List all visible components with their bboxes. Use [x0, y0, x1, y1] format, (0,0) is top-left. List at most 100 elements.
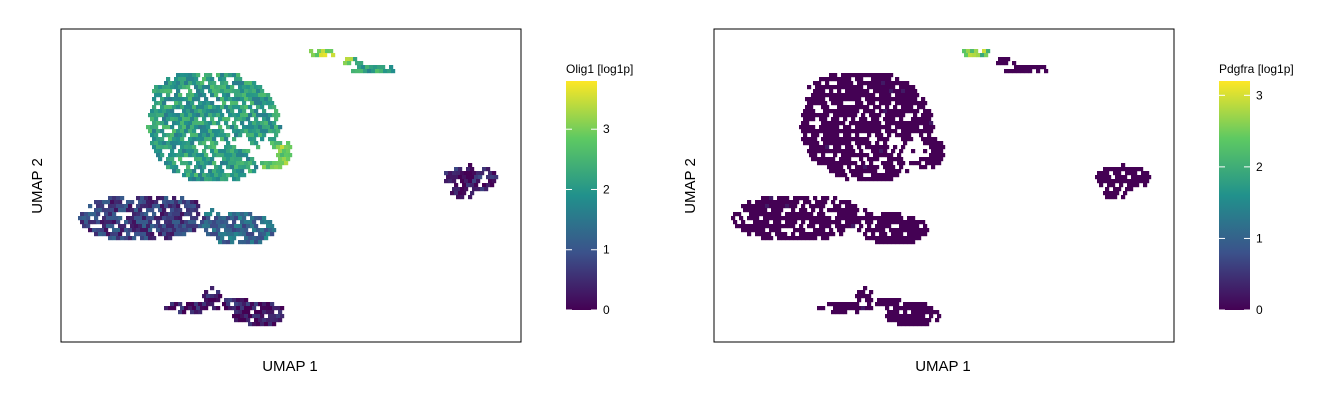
hex-point	[819, 224, 824, 229]
hex-point	[761, 212, 766, 217]
hex-point	[194, 133, 199, 138]
hex-point	[96, 228, 101, 233]
hex-point	[825, 236, 830, 241]
hex-point	[244, 153, 249, 158]
hex-point	[200, 121, 205, 126]
hex-point	[923, 101, 928, 106]
hex-point	[865, 145, 870, 150]
hex-point	[773, 220, 778, 225]
colorbar-tick-label: 3	[603, 122, 610, 136]
hex-point	[741, 228, 746, 233]
hex-point	[887, 173, 892, 178]
hex-point	[923, 117, 928, 122]
hex-point	[791, 232, 796, 237]
hex-point	[859, 117, 864, 122]
hex-point	[897, 298, 902, 303]
hex-point	[276, 113, 281, 118]
hex-point	[196, 153, 201, 158]
hex-point	[214, 141, 219, 146]
hex-point	[897, 97, 902, 102]
hex-point	[901, 306, 906, 311]
hex-point	[188, 169, 193, 174]
hex-point	[202, 101, 207, 106]
hex-point	[835, 149, 840, 154]
hex-point	[1121, 195, 1126, 200]
hex-point	[913, 220, 918, 225]
hex-point	[258, 216, 263, 221]
hex-point	[234, 318, 239, 323]
hex-point	[1026, 65, 1031, 70]
hex-point	[224, 298, 229, 303]
hex-point	[899, 109, 904, 114]
hex-point	[849, 161, 854, 166]
hex-point	[847, 224, 852, 229]
hex-point	[222, 232, 227, 237]
hex-point	[180, 212, 185, 217]
hex-point	[879, 302, 884, 307]
hex-point	[883, 141, 888, 146]
hex-point	[883, 173, 888, 178]
hex-point	[186, 165, 191, 170]
hex-point	[212, 153, 217, 158]
hex-point	[144, 212, 149, 217]
hex-point	[849, 129, 854, 134]
hex-point	[224, 145, 229, 150]
hex-point	[875, 85, 880, 90]
hex-point	[240, 153, 245, 158]
hex-point	[232, 220, 237, 225]
hex-point	[158, 109, 163, 114]
hex-point	[260, 314, 265, 319]
hex-point	[192, 228, 197, 233]
hex-point	[182, 109, 187, 114]
hex-point	[94, 232, 99, 237]
hex-point	[212, 228, 217, 233]
hex-point	[264, 306, 269, 311]
hex-point	[925, 228, 930, 233]
hex-point	[150, 216, 155, 221]
hex-point	[829, 73, 834, 78]
hex-point	[104, 212, 109, 217]
hex-point	[102, 208, 107, 213]
hex-point	[110, 232, 115, 237]
hex-point	[783, 200, 788, 205]
hex-point	[140, 220, 145, 225]
hex-point	[855, 216, 860, 221]
hex-point	[877, 129, 882, 134]
hex-point	[108, 236, 113, 241]
hex-point	[232, 105, 237, 110]
hex-point	[905, 314, 910, 319]
hex-point	[861, 89, 866, 94]
hex-point	[913, 314, 918, 319]
hex-point	[186, 101, 191, 106]
hex-point	[819, 125, 824, 130]
hex-point	[178, 224, 183, 229]
hex-point	[154, 224, 159, 229]
hex-point	[905, 169, 910, 174]
hex-point	[222, 149, 227, 154]
hex-point	[206, 101, 211, 106]
hex-point	[276, 161, 281, 166]
hex-point	[911, 93, 916, 98]
hex-point	[130, 216, 135, 221]
hex-point	[444, 179, 449, 184]
hex-point	[909, 121, 914, 126]
hex-point	[845, 113, 850, 118]
hex-point	[140, 212, 145, 217]
hex-point	[855, 165, 860, 170]
hex-point	[170, 157, 175, 162]
hex-point	[901, 220, 906, 225]
hex-point	[873, 169, 878, 174]
cluster-middle-right	[200, 208, 277, 245]
hex-point	[136, 212, 141, 217]
hex-point	[260, 228, 265, 233]
hex-point	[460, 187, 465, 192]
hex-point	[226, 165, 231, 170]
hex-point	[367, 69, 372, 74]
hex-point	[1036, 69, 1041, 74]
hex-point	[839, 224, 844, 229]
hex-point	[871, 165, 876, 170]
hex-point	[895, 310, 900, 315]
hex-point	[901, 129, 906, 134]
hex-point	[377, 65, 382, 70]
